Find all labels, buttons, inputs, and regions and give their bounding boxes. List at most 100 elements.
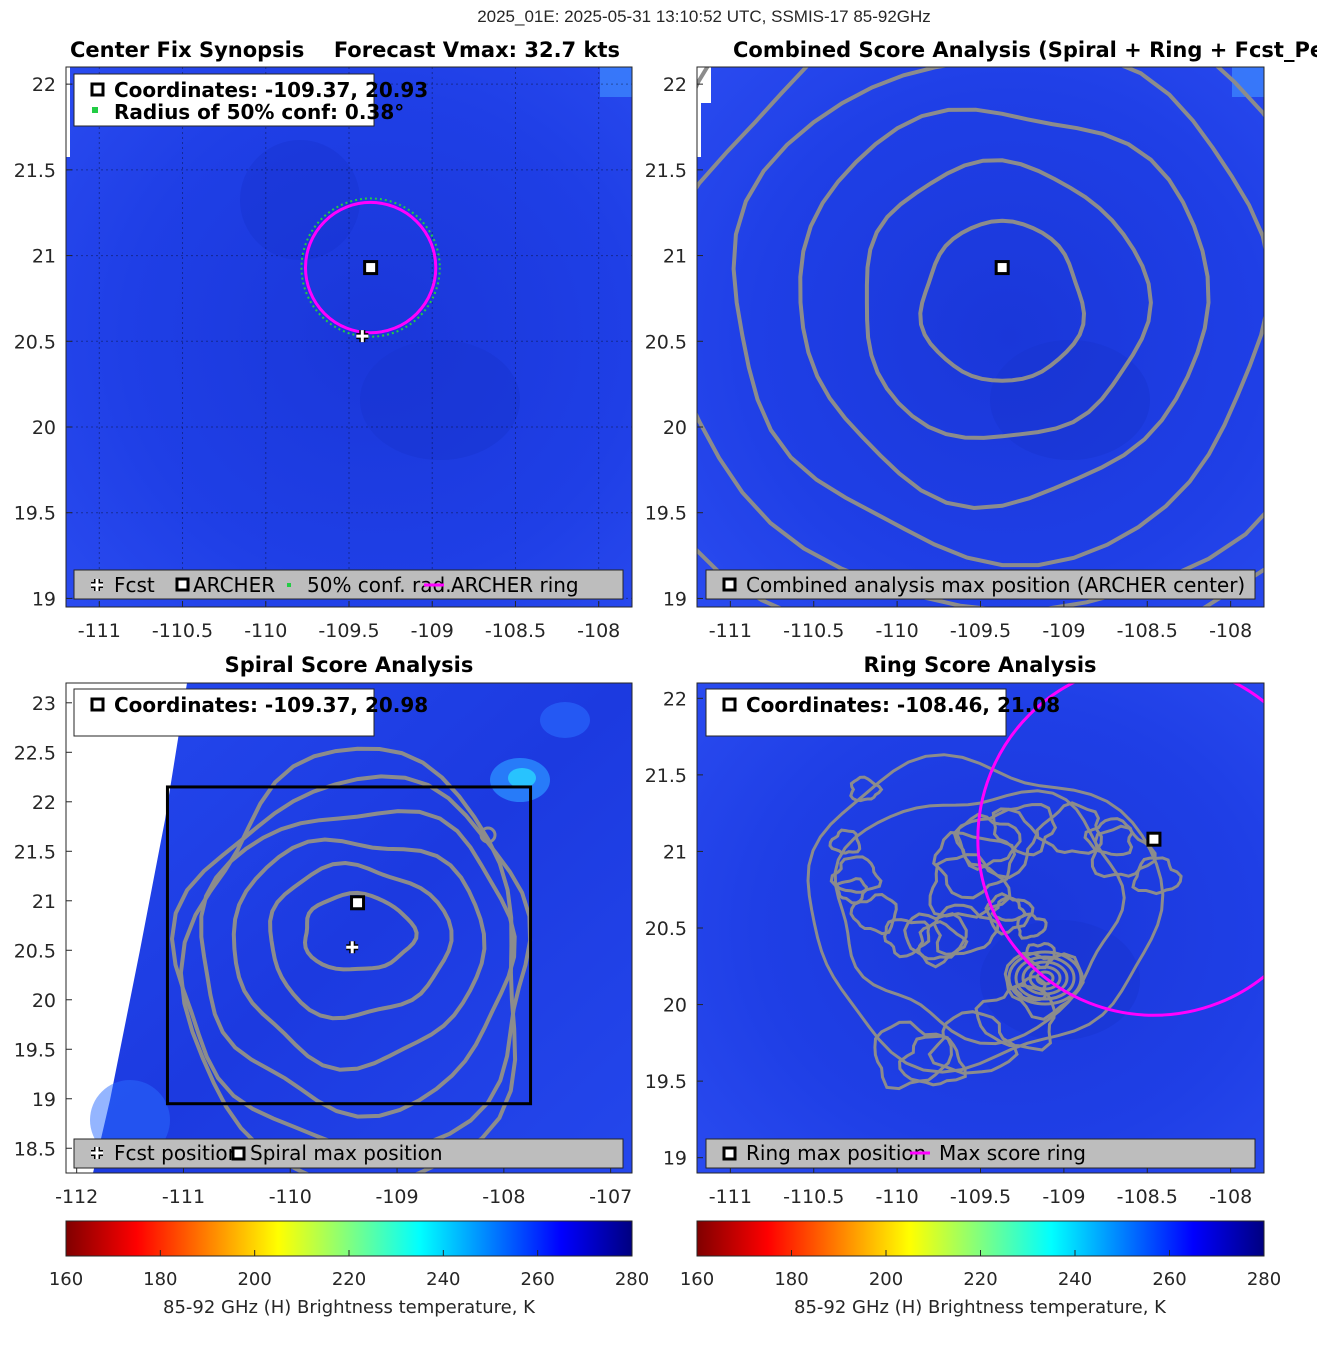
contour-line <box>1083 817 1134 857</box>
contour-line <box>952 807 1039 880</box>
colorbar-left: 160 180 200 220 240 260 280 85-92 GHz (H) Brig… <box>49 1220 649 1318</box>
ring-legend: Ring max position Max score ring <box>705 1138 1256 1169</box>
contour-line <box>302 890 419 972</box>
y-tick-label: 22.5 <box>14 742 56 764</box>
figure-suptitle: 2025_01E: 2025-05-31 13:10:52 UTC, SSMIS… <box>477 7 931 26</box>
colorbar-tick-label: 180 <box>143 1269 177 1290</box>
square-marker-icon <box>722 697 737 712</box>
plus-marker-icon <box>356 330 369 343</box>
square-marker-icon <box>722 1146 737 1161</box>
colorbar-right-label: 85-92 GHz (H) Brightness temperature, K <box>794 1297 1167 1318</box>
x-tick-label: -108 <box>1209 1186 1252 1208</box>
ring-contours <box>806 753 1183 1091</box>
combined-yaxis: 22 21.5 21 20.5 20 19.5 19 <box>645 74 703 610</box>
colorbar-tick-label: 280 <box>1247 1269 1281 1290</box>
ring-image <box>697 683 1264 1173</box>
y-tick-label: 20.5 <box>645 331 687 353</box>
legend-fcst: Fcst <box>114 573 155 597</box>
contour-line <box>828 828 862 855</box>
contour-line <box>927 1010 1019 1075</box>
y-tick-label: 19.5 <box>645 503 687 525</box>
y-tick-label: 22 <box>663 688 687 710</box>
colorbar-tick-label: 220 <box>332 1269 366 1290</box>
contour-line <box>479 826 497 844</box>
x-tick-label: -110 <box>244 620 287 642</box>
x-tick-label: -111 <box>162 1186 205 1208</box>
square-marker-icon <box>90 82 105 97</box>
plus-marker-icon <box>91 579 103 591</box>
x-tick-label: -108 <box>482 1186 525 1208</box>
x-tick-label: -109 <box>375 1186 418 1208</box>
legend-ring-max: Ring max position <box>746 1141 926 1165</box>
colorbar-tick-label: 260 <box>520 1269 554 1290</box>
ring-xaxis: -111 -110.5 -110 -109.5 -109 -108.5 -108 <box>709 1167 1252 1208</box>
square-marker-icon <box>1146 831 1162 847</box>
colorbar-tick-label: 200 <box>237 1269 271 1290</box>
contour-line <box>1035 970 1055 986</box>
y-tick-label: 20.5 <box>14 331 56 353</box>
spiral-forecast-marker <box>346 941 359 954</box>
x-tick-label: -111 <box>78 620 121 642</box>
plus-marker-icon <box>346 941 359 954</box>
x-tick-label: -108 <box>1209 620 1252 642</box>
synopsis-overlay <box>66 67 632 607</box>
contour-line <box>829 855 883 894</box>
green-dot-icon <box>287 583 291 587</box>
colorbar-tick-label: 280 <box>615 1269 649 1290</box>
contour-line <box>873 1020 953 1091</box>
y-tick-label: 19 <box>32 1089 56 1111</box>
square-marker-icon <box>175 577 190 592</box>
contour-line <box>169 774 533 1154</box>
contour-line <box>1028 965 1062 991</box>
y-tick-label: 19.5 <box>14 503 56 525</box>
y-tick-label: 20 <box>32 417 56 439</box>
ring-max-marker <box>1146 831 1162 847</box>
colorbar-left-label: 85-92 GHz (H) Brightness temperature, K <box>163 1297 536 1318</box>
y-tick-label: 20 <box>663 995 687 1017</box>
x-tick-label: -110.5 <box>783 1186 844 1208</box>
x-tick-label: -108 <box>577 620 620 642</box>
contour-line <box>955 812 1022 871</box>
contour-line <box>991 802 1058 857</box>
panel-ring: -111 -110.5 -110 -109.5 -109 -108.5 -108 22 21.… <box>645 653 1265 1208</box>
contour-line <box>833 789 1126 1046</box>
colorbar-tick-label: 240 <box>426 1269 460 1290</box>
legend-combined-max: Combined analysis max position (ARCHER c… <box>746 573 1245 597</box>
spiral-search-box <box>165 785 533 1106</box>
contour-line <box>984 892 1035 936</box>
x-tick-label: -110.5 <box>152 620 213 642</box>
y-tick-label: 18.5 <box>14 1138 56 1160</box>
square-marker-icon <box>722 577 737 592</box>
y-tick-label: 19.5 <box>645 1071 687 1093</box>
contour-line <box>1014 955 1076 1001</box>
x-tick-label: -109.5 <box>318 620 379 642</box>
colorbar-tick-label: 240 <box>1058 1269 1092 1290</box>
y-tick-label: 21 <box>663 246 687 268</box>
combined-xaxis: -111 -110.5 -110 -109.5 -109 -108.5 -108 <box>709 601 1252 642</box>
contour-line <box>928 853 1012 919</box>
y-tick-label: 21.5 <box>14 160 56 182</box>
synopsis-info-box: Coordinates: -109.37, 20.93 Radius of 50… <box>73 73 428 127</box>
contour-line <box>798 107 1211 511</box>
max-score-ring <box>976 683 1264 1017</box>
y-tick-label: 21.5 <box>645 765 687 787</box>
x-tick-label: -110.5 <box>783 620 844 642</box>
contour-line <box>918 218 1087 383</box>
spiral-coordinates: Coordinates: -109.37, 20.98 <box>114 693 428 717</box>
synopsis-image <box>66 67 632 607</box>
contour-line <box>917 920 969 961</box>
x-tick-label: -109 <box>1042 620 1085 642</box>
x-tick-label: -108.5 <box>1117 620 1178 642</box>
contour-line <box>806 753 1165 1074</box>
synopsis-yaxis: 22 21.5 21 20.5 20 19.5 19 <box>14 74 72 610</box>
x-tick-label: -111 <box>709 620 752 642</box>
panel-combined: -111 -110.5 -110 -109.5 -109 -108.5 -108 22 21.… <box>645 38 1317 642</box>
synopsis-coordinates: Coordinates: -109.37, 20.93 <box>114 78 428 102</box>
archer-ring <box>303 200 438 335</box>
y-tick-label: 23 <box>32 693 56 715</box>
colorbar-tick-label: 200 <box>869 1269 903 1290</box>
spiral-title: Spiral Score Analysis <box>225 653 474 677</box>
legend-archer: ARCHER <box>193 573 275 597</box>
y-tick-label: 19 <box>663 1148 687 1170</box>
